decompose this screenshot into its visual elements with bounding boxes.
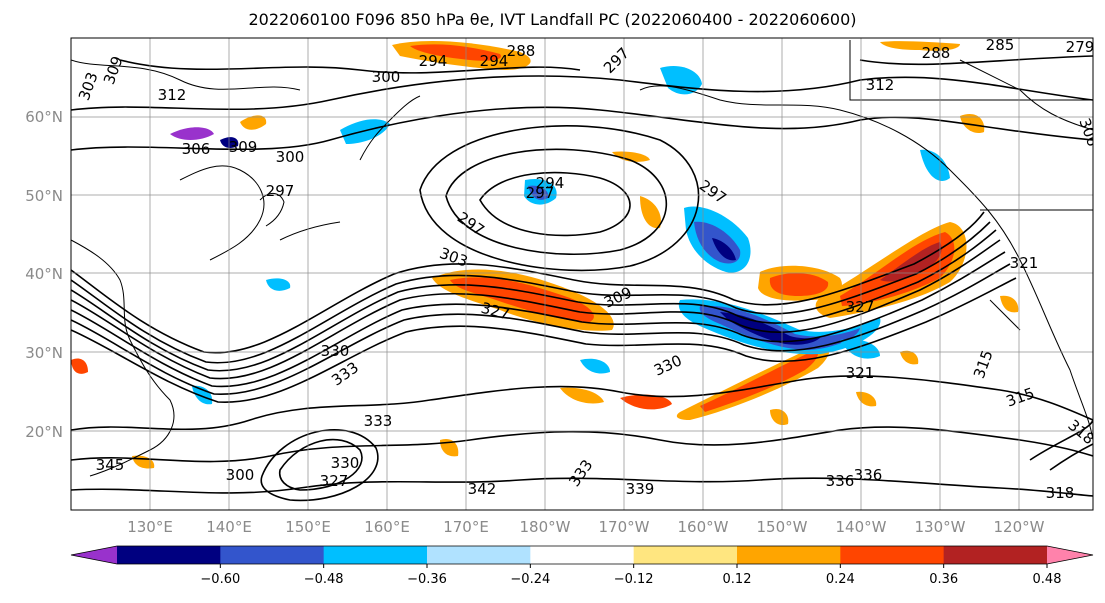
contour-label: 336: [826, 472, 855, 490]
contour-label: 321: [846, 364, 875, 382]
colorbar-tick-label: 0.36: [929, 572, 958, 587]
colorbar-swatch: [71, 546, 117, 564]
contour-label: 294: [536, 174, 565, 192]
contour-label: 285: [986, 36, 1015, 54]
contour-label: 312: [866, 76, 895, 94]
contour-label: 279: [1066, 38, 1095, 56]
coastlines: [71, 40, 1093, 477]
contour-label: 336: [854, 466, 883, 484]
contour-label: 300: [372, 68, 401, 86]
contour-label: 312: [158, 86, 187, 104]
contour-label: 294: [419, 52, 448, 70]
lat-label-20n: 20°N: [25, 423, 63, 441]
contour-label: 342: [468, 480, 497, 498]
latitude-labels: 60°N 50°N 40°N 30°N 20°N: [25, 108, 63, 441]
lon-label: 130°E: [127, 518, 173, 536]
lon-label: 170°E: [443, 518, 489, 536]
contour-label: 288: [507, 42, 536, 60]
lon-label: 170°W: [599, 518, 650, 536]
contour-label: 306: [182, 140, 211, 158]
colorbar-swatch: [840, 546, 945, 564]
lat-label-60n: 60°N: [25, 108, 63, 126]
contour-label: 327: [320, 472, 349, 490]
colorbar-swatch: [633, 546, 738, 564]
contour-label: 330: [331, 454, 360, 472]
lon-label: 140°E: [206, 518, 252, 536]
lat-label-30n: 30°N: [25, 344, 63, 362]
colorbar-swatch: [117, 546, 221, 564]
lon-label: 120°W: [994, 518, 1045, 536]
contour-label: 309: [229, 138, 258, 156]
lon-label: 150°E: [285, 518, 331, 536]
contour-label: 300: [226, 466, 255, 484]
lon-label: 160°W: [678, 518, 729, 536]
contour-label: 327: [846, 298, 875, 316]
colorbar-tick-label: 0.12: [723, 572, 752, 587]
contour-label: 333: [364, 412, 393, 430]
colorbar-tick-label: −0.12: [614, 572, 654, 587]
lon-label: 130°W: [915, 518, 966, 536]
contour-label: 330: [321, 342, 350, 360]
map-title: 2022060100 F096 850 hPa θe, IVT Landfall…: [248, 10, 857, 29]
lon-label: 150°W: [757, 518, 808, 536]
colorbar-tick-label: −0.24: [510, 572, 550, 587]
colorbar-outline: [70, 545, 1094, 565]
contour-label: 345: [96, 456, 125, 474]
colorbar-swatch: [943, 546, 1048, 564]
contour-label: 297: [266, 182, 295, 200]
lon-label: 180°W: [520, 518, 571, 536]
graticule: [71, 38, 1093, 510]
contour-label: 339: [626, 480, 655, 498]
colorbar-tick-label: −0.48: [304, 572, 344, 587]
contour-label: 294: [480, 52, 509, 70]
contour-label: 318: [1046, 484, 1075, 502]
contour-label: 321: [1010, 254, 1039, 272]
map-frame: [70, 37, 1094, 511]
contour-label: 297: [526, 184, 555, 202]
colorbar-swatch: [737, 546, 841, 564]
colorbar-tick-label: −0.60: [200, 572, 240, 587]
longitude-labels: 130°E 140°E 150°E 160°E 170°E 180°W 170°…: [127, 518, 1044, 536]
colorbar: −0.60 −0.48 −0.36 −0.24 −0.12 0.12 0.24 0.36 0.4…: [70, 545, 1094, 587]
lat-label-50n: 50°N: [25, 187, 63, 205]
lon-label: 140°W: [836, 518, 887, 536]
contour-label: 300: [276, 148, 305, 166]
colorbar-swatch: [530, 546, 635, 564]
colorbar-swatch: [220, 546, 325, 564]
colorbar-tick-label: 0.48: [1033, 572, 1062, 587]
lat-label-40n: 40°N: [25, 265, 63, 283]
lon-label: 160°E: [364, 518, 410, 536]
contour-label: 288: [922, 44, 951, 62]
colorbar-tick-label: −0.36: [407, 572, 447, 587]
theta-e-contours: [71, 55, 1093, 502]
colorbar-tick-label: 0.24: [826, 572, 855, 587]
colorbar-swatch: [427, 546, 531, 564]
colorbar-swatch: [323, 546, 428, 564]
colorbar-swatch: [1047, 546, 1093, 564]
